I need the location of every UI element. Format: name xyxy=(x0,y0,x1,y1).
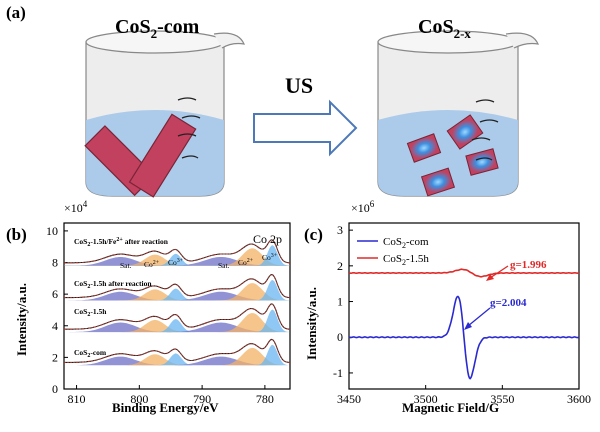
peak-label-co2-2: Co2+ xyxy=(238,258,254,267)
arrow-label: US xyxy=(285,73,313,98)
nano-particles xyxy=(406,114,499,197)
panel-b-label: (b) xyxy=(6,225,27,244)
left-title: CoS2-com xyxy=(115,16,200,41)
ultrasound-arrow xyxy=(253,99,358,157)
epr-ylabel: Intensity/a.u. xyxy=(304,287,319,360)
peak-label-co3-1: Co3+ xyxy=(168,258,184,267)
peak-label-sat-1: Sat. xyxy=(120,261,132,270)
panel-c-label: (c) xyxy=(304,225,323,244)
xps-peak-fill-3-sat-1 xyxy=(64,356,290,366)
epr-ytick-label-3: 2 xyxy=(337,259,343,273)
epr-xtick-label-3: 3600 xyxy=(567,392,591,406)
epr-ytick-label-2: 1 xyxy=(337,295,343,309)
xps-xtick-label-1: 800 xyxy=(130,392,148,406)
left-beaker xyxy=(84,30,245,198)
xps-ylabel: Intensity/a.u. xyxy=(14,283,29,356)
xps-envelope-1 xyxy=(64,274,291,299)
xps-envelope-3 xyxy=(64,338,291,363)
xps-peak-fill-0-sat-1 xyxy=(64,257,290,266)
xps-peak-fill-1-co3-2 xyxy=(64,280,290,301)
epr-xtick-label-1: 3500 xyxy=(414,392,438,406)
curve-label-after: CoS2-1.5h after reaction xyxy=(74,279,152,290)
xps-frame xyxy=(63,222,291,390)
xps-xlabel: Binding Energy/eV xyxy=(112,400,219,415)
epr-xlabel: Magnetic Field/G xyxy=(402,400,499,415)
annotation-arrowhead-red xyxy=(486,274,494,281)
legend-label-15h: CoS2-1.5h xyxy=(383,253,429,267)
right-beaker xyxy=(377,30,539,197)
epr-xtick-label-2: 3550 xyxy=(490,392,514,406)
annotation-arrow-blue xyxy=(467,307,491,327)
xps-ytick-label-4: 8 xyxy=(52,256,58,270)
xps-peak-fill-2-sat-1 xyxy=(64,322,290,333)
xps-peak-fill-2-co3-2 xyxy=(64,309,290,333)
annotation-g-red: g=1.996 xyxy=(510,259,547,271)
peak-label-sat-2: Sat. xyxy=(218,261,230,270)
peak-label-co3-2: Co3+ xyxy=(262,253,278,262)
peak-label-co2-1: Co2+ xyxy=(144,260,160,269)
epr-xtick-label-0: 3450 xyxy=(337,392,361,406)
annotation-arrow-red xyxy=(489,265,509,279)
curve-label-com: CoS2-com xyxy=(74,348,107,359)
xps-peak-fill-3-co3-2 xyxy=(64,344,290,366)
xps-xtick-label-2: 790 xyxy=(193,392,211,406)
xps-inset-title: Co 2p xyxy=(253,232,282,246)
xps-peak-fill-1-sat-1 xyxy=(64,291,290,301)
curve-label-15h: CoS2-1.5h xyxy=(74,307,107,318)
epr-ytick-label-0: -1 xyxy=(333,366,343,380)
xps-ytick-label-5: 10 xyxy=(46,224,58,238)
epr-legend: CoS2-com CoS2-1.5h xyxy=(357,236,429,267)
xps-xtick-label-3: 780 xyxy=(256,392,274,406)
epr-ytick-label-1: 0 xyxy=(337,330,343,344)
epr-ytick-label-4: 3 xyxy=(337,223,343,237)
curve-label-fe: CoS2-1.5h/Fe2+ after reaction xyxy=(74,237,169,248)
xps-peak-fill-3-co3-1 xyxy=(64,353,290,366)
xps-ytick-label-3: 6 xyxy=(52,287,58,301)
annotation-g-blue: g=2.004 xyxy=(490,297,527,309)
panel-c-exponent: ×106 xyxy=(351,199,375,215)
epr-series-0 xyxy=(348,295,580,380)
xps-ytick-label-0: 0 xyxy=(52,382,58,396)
xps-ytick-label-1: 2 xyxy=(52,350,58,364)
xps-peak-fill-2-co3-1 xyxy=(64,319,290,333)
epr-plot: -1 0 1 2 3 3450 3500 3550 3600 xyxy=(333,222,591,406)
xps-fit-2 xyxy=(64,303,291,330)
epr-series-1 xyxy=(348,268,580,278)
xps-envelope-0 xyxy=(64,239,291,264)
xps-xtick-label-0: 810 xyxy=(68,392,86,406)
xps-peak-fill-0-co3-1 xyxy=(64,253,290,266)
xps-ytick-label-2: 4 xyxy=(52,319,58,333)
epr-frame xyxy=(348,222,580,390)
xps-peak-fill-0-co3-2 xyxy=(64,245,290,266)
panel-a-label: (a) xyxy=(6,3,26,22)
xps-peak-fill-1-co3-1 xyxy=(64,288,290,301)
legend-label-com: CoS2-com xyxy=(383,236,429,250)
annotation-arrowhead-blue xyxy=(464,322,472,330)
panel-b-exponent: ×104 xyxy=(64,199,88,215)
right-title: CoS2-x xyxy=(418,16,471,41)
